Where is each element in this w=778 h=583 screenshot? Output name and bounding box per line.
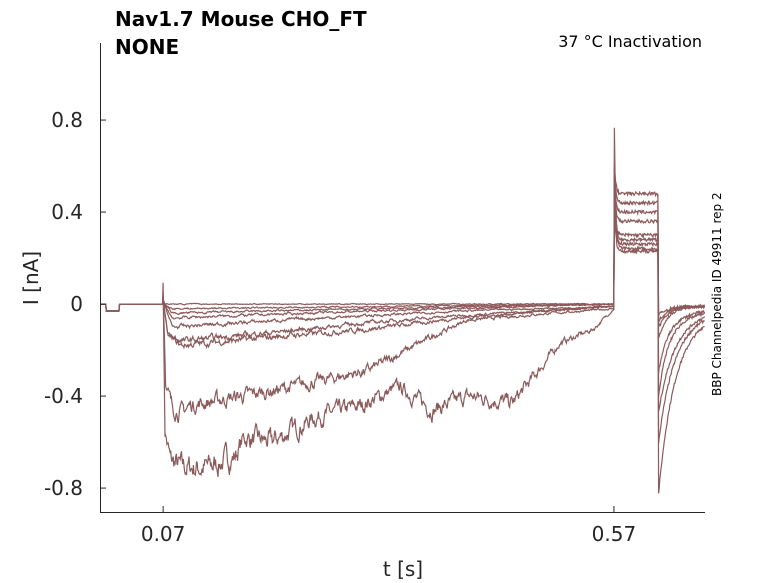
trace-5 bbox=[100, 191, 706, 374]
trace-2 bbox=[100, 196, 705, 444]
side-label: BBP Channelpedia ID 49911 rep 2 bbox=[710, 192, 724, 396]
chart-title: Nav1.7 Mouse CHO_FT bbox=[115, 7, 367, 31]
y-tick-label: -0.8 bbox=[44, 476, 83, 500]
chart-title-line2: NONE bbox=[115, 35, 179, 59]
trace-9 bbox=[100, 162, 705, 317]
x-tick-label: 0.07 bbox=[141, 522, 186, 546]
x-axis-label: t [s] bbox=[383, 557, 423, 581]
trace-1 bbox=[100, 127, 705, 494]
chart-subtitle: 37 °C Inactivation bbox=[558, 32, 702, 51]
y-axis-label: I [nA] bbox=[19, 251, 43, 305]
x-tick-label: 0.57 bbox=[592, 522, 637, 546]
traces bbox=[100, 127, 706, 494]
y-tick-label: -0.4 bbox=[44, 384, 83, 408]
y-tick-label: 0 bbox=[70, 292, 83, 316]
y-tick-label: 0.8 bbox=[51, 108, 83, 132]
y-tick-label: 0.4 bbox=[51, 200, 83, 224]
